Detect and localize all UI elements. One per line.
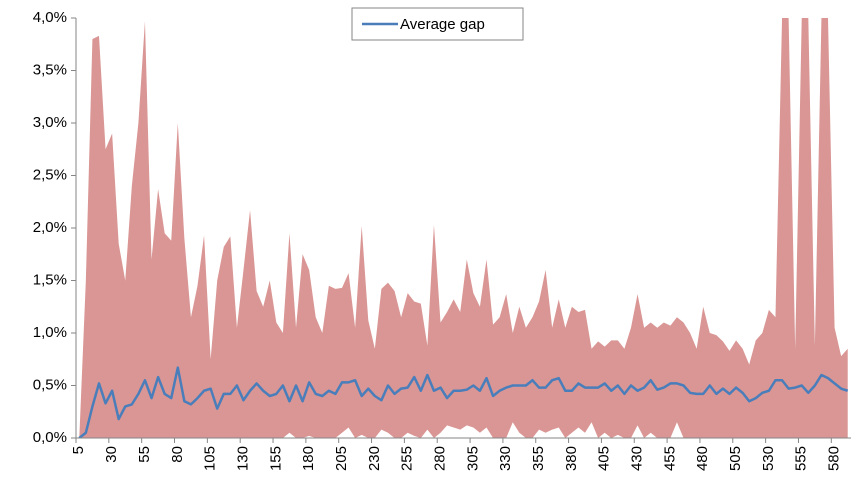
x-tick-label: 480 (694, 446, 711, 471)
y-tick-label: 0,5% (33, 376, 67, 393)
y-tick-label: 4,0% (33, 9, 67, 26)
x-tick-label: 180 (300, 446, 317, 471)
series-line (78, 366, 849, 438)
x-tick-label: 205 (333, 446, 350, 471)
x-tick-label: 330 (497, 446, 514, 471)
x-tick-label: 580 (826, 446, 843, 471)
x-tick-label: 530 (760, 446, 777, 471)
legend: Average gap (351, 7, 524, 41)
x-tick-label: 305 (464, 446, 481, 471)
x-tick-label: 55 (136, 446, 153, 463)
x-tick-label: 105 (202, 446, 219, 471)
x-tick-label: 230 (366, 446, 383, 471)
x-tick-label: 30 (103, 446, 120, 463)
x-tick-label: 555 (793, 446, 810, 471)
x-tick-label: 130 (234, 446, 251, 471)
x-tick-label: 155 (267, 446, 284, 471)
axes: 0,0%0,5%1,0%1,5%2,0%2,5%3,0%3,5%4,0%5 30 5… (33, 9, 851, 471)
x-tick-label: 5 (70, 446, 87, 454)
y-tick-label: 1,5% (33, 271, 67, 288)
x-tick-label: 255 (399, 446, 416, 471)
x-tick-label: 380 (563, 446, 580, 471)
x-tick-label: 430 (629, 446, 646, 471)
y-tick-label: 3,5% (33, 61, 67, 78)
y-tick-label: 3,0% (33, 114, 67, 131)
y-tick-label: 0,0% (33, 429, 67, 446)
y-tick-label: 2,0% (33, 219, 67, 236)
y-tick-label: 1,0% (33, 324, 67, 341)
plot-area (78, 18, 849, 438)
legend-label: Average gap (400, 16, 485, 33)
x-tick-label: 505 (727, 446, 744, 471)
y-tick-label: 2,5% (33, 166, 67, 183)
x-tick-label: 455 (661, 446, 678, 471)
range-band (79, 18, 848, 438)
x-tick-label: 80 (169, 446, 186, 463)
x-tick-label: 280 (431, 446, 448, 471)
x-tick-label: 355 (530, 446, 547, 471)
x-tick-label: 405 (596, 446, 613, 471)
